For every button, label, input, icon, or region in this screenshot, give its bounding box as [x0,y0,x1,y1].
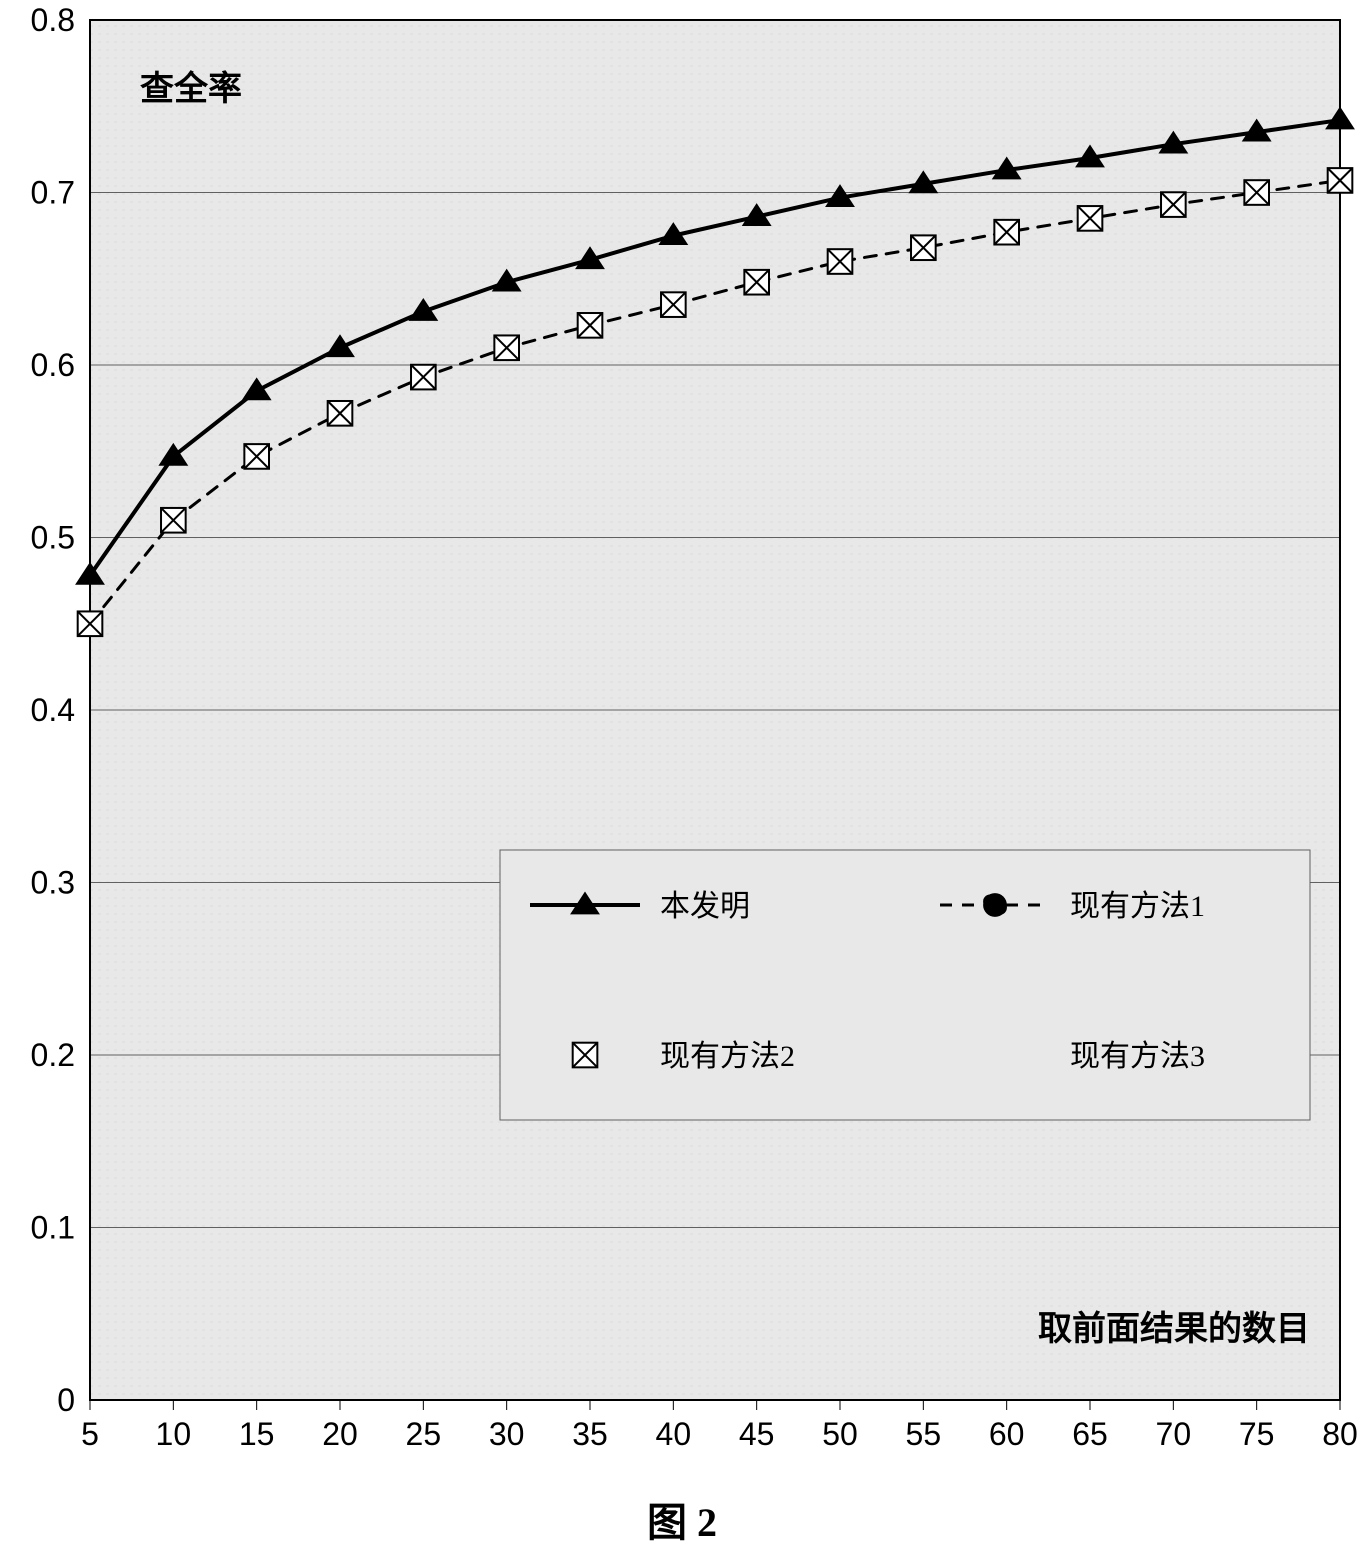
svg-text:现有方法3: 现有方法3 [1070,1040,1205,1073]
svg-text:65: 65 [1072,1416,1108,1452]
svg-text:0.6: 0.6 [31,347,75,383]
svg-text:本发明: 本发明 [660,890,750,923]
svg-text:0.8: 0.8 [31,2,75,38]
svg-text:取前面结果的数目: 取前面结果的数目 [1038,1310,1310,1348]
svg-text:0.2: 0.2 [31,1037,75,1073]
svg-text:55: 55 [906,1416,942,1452]
svg-text:20: 20 [322,1416,358,1452]
svg-text:0: 0 [57,1382,75,1418]
svg-text:查全率: 查全率 [140,69,242,108]
svg-text:35: 35 [572,1416,608,1452]
svg-text:现有方法2: 现有方法2 [660,1040,795,1073]
svg-text:0.4: 0.4 [31,692,75,728]
figure-caption: 图 2 [0,1490,1364,1548]
svg-text:45: 45 [739,1416,775,1452]
svg-text:30: 30 [489,1416,525,1452]
svg-text:80: 80 [1322,1416,1358,1452]
svg-text:25: 25 [406,1416,442,1452]
svg-text:0.5: 0.5 [31,520,75,556]
svg-text:现有方法1: 现有方法1 [1070,890,1205,923]
legend: 本发明 现有方法1 现有方法2 现有方法3 [500,850,1310,1120]
figure-container: 0 0.1 0.2 0.3 0.4 0.5 0.6 0.7 0.8 5 10 15 20 25 30 35 40… [0,0,1364,1550]
svg-text:10: 10 [156,1416,192,1452]
svg-text:70: 70 [1156,1416,1192,1452]
svg-text:15: 15 [239,1416,275,1452]
svg-text:50: 50 [822,1416,858,1452]
svg-text:0.1: 0.1 [31,1210,75,1246]
chart-svg: 0 0.1 0.2 0.3 0.4 0.5 0.6 0.7 0.8 5 10 15 20 25 30 35 40… [0,0,1364,1550]
svg-text:75: 75 [1239,1416,1275,1452]
svg-text:0.7: 0.7 [31,175,75,211]
svg-text:40: 40 [656,1416,692,1452]
svg-text:5: 5 [81,1416,99,1452]
svg-text:60: 60 [989,1416,1025,1452]
svg-text:0.3: 0.3 [31,865,75,901]
